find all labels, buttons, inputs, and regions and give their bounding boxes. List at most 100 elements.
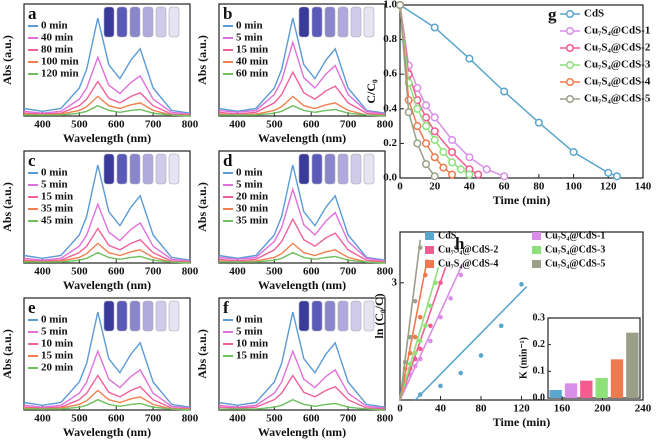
vial	[337, 300, 349, 332]
scatter-point	[412, 356, 418, 362]
x-tick-label: 120	[513, 403, 530, 415]
scatter-point	[428, 338, 433, 344]
vial	[129, 300, 141, 332]
decay-point	[430, 23, 439, 32]
decay-point	[465, 170, 474, 179]
spectrum-line	[23, 202, 191, 262]
legend-label: 35 min	[236, 215, 268, 227]
vial	[168, 153, 180, 185]
inset-frame	[547, 317, 641, 399]
y-tick-label: 0.8	[383, 33, 397, 45]
legend-label: Cu₇S₄@CdS-1	[545, 230, 605, 241]
x-tick-label: 800	[377, 119, 394, 131]
scatter-point	[412, 334, 418, 340]
x-tick-label: 60	[499, 181, 511, 193]
scatter-point	[417, 346, 423, 352]
y-axis-label: ln (C₀/C)	[372, 293, 386, 338]
legend-label: 0 min	[41, 20, 68, 32]
scatter-point	[423, 323, 428, 329]
spectrum-line	[23, 242, 190, 263]
legend-label: 100 min	[41, 56, 79, 68]
legend-label: CdS	[438, 230, 457, 241]
plot-frame	[218, 3, 386, 117]
decay-point	[448, 148, 457, 157]
spectrum-line	[24, 398, 191, 411]
panel-letter: d	[223, 151, 233, 170]
x-tick-label: 40	[464, 181, 476, 193]
vial	[350, 300, 362, 332]
scatter-point	[478, 353, 484, 358]
y-axis-label: Abs (a.u.)	[195, 35, 209, 85]
x-tick-label: 400	[229, 266, 246, 278]
decay-point	[395, 0, 405, 10]
vial	[116, 6, 128, 38]
x-tick-label: 400	[34, 119, 51, 131]
x-tick-label: 100	[565, 181, 582, 193]
vial	[155, 6, 167, 38]
legend-label: 80 min	[41, 44, 73, 56]
fit-line	[399, 259, 429, 401]
decay-point	[421, 122, 431, 131]
legend-label: 20 min	[236, 191, 268, 203]
fit-line	[399, 262, 464, 401]
y-axis-label: Abs (a.u.)	[0, 35, 14, 85]
scatter-point	[438, 383, 443, 389]
vial	[103, 153, 115, 185]
spectrum-line	[218, 39, 386, 115]
legend-label: 5 min	[236, 179, 263, 191]
legend-label: 120 min	[41, 68, 79, 80]
vial	[298, 6, 310, 38]
vial	[142, 153, 154, 185]
x-tick-label: 800	[377, 266, 394, 278]
fit-line	[399, 266, 440, 401]
x-axis-label: Wavelength (nm)	[63, 278, 151, 292]
x-tick-label: 40	[435, 403, 447, 415]
scatter-point	[417, 356, 423, 362]
legend-label: 5 min	[41, 326, 68, 338]
x-tick-label: 700	[340, 266, 357, 278]
vial	[142, 300, 154, 332]
legend-label: Cu₇S₄@CdS-2	[584, 42, 651, 54]
spectrum-line	[219, 104, 386, 117]
vial	[350, 153, 362, 185]
x-tick-label: 800	[182, 266, 199, 278]
x-tick-label: 20	[429, 181, 441, 193]
x-tick-label: 600	[108, 119, 125, 131]
decay-point	[430, 127, 439, 136]
scatter-point	[402, 359, 408, 365]
legend-swatch	[425, 246, 434, 254]
decay-point	[430, 113, 439, 122]
vial	[103, 6, 115, 38]
scatter-point	[407, 361, 413, 367]
vial	[129, 6, 141, 38]
decay-point	[404, 96, 413, 105]
x-axis-label: Wavelength (nm)	[63, 425, 151, 439]
spectrum-line	[219, 398, 386, 411]
vial	[155, 300, 167, 332]
x-tick-label: 80	[476, 403, 488, 415]
vial	[311, 6, 323, 38]
x-tick-label: 400	[34, 266, 51, 278]
decay-point	[413, 139, 422, 148]
legend-label: 15 min	[236, 44, 268, 56]
legend-label: 10 min	[236, 338, 268, 350]
scatter-point	[438, 280, 443, 286]
scatter-point	[417, 245, 423, 250]
legend-label: 10 min	[41, 338, 73, 350]
vial	[116, 300, 128, 332]
y-tick-label: 0.4	[383, 102, 397, 114]
scatter-point	[498, 323, 504, 329]
decay-point	[465, 153, 474, 162]
fit-line	[399, 239, 422, 401]
x-tick-label: 0	[397, 181, 403, 193]
x-axis-label: Wavelength (nm)	[258, 278, 346, 292]
x-tick-label: 500	[266, 266, 283, 278]
spectrum-line	[218, 186, 386, 262]
scatter-point	[412, 298, 418, 304]
scatter-point	[428, 303, 433, 309]
vial	[337, 153, 349, 185]
vial	[324, 6, 336, 38]
spectrum-line	[23, 17, 191, 114]
scatter-point	[417, 314, 423, 320]
spectrum-line	[24, 104, 191, 117]
